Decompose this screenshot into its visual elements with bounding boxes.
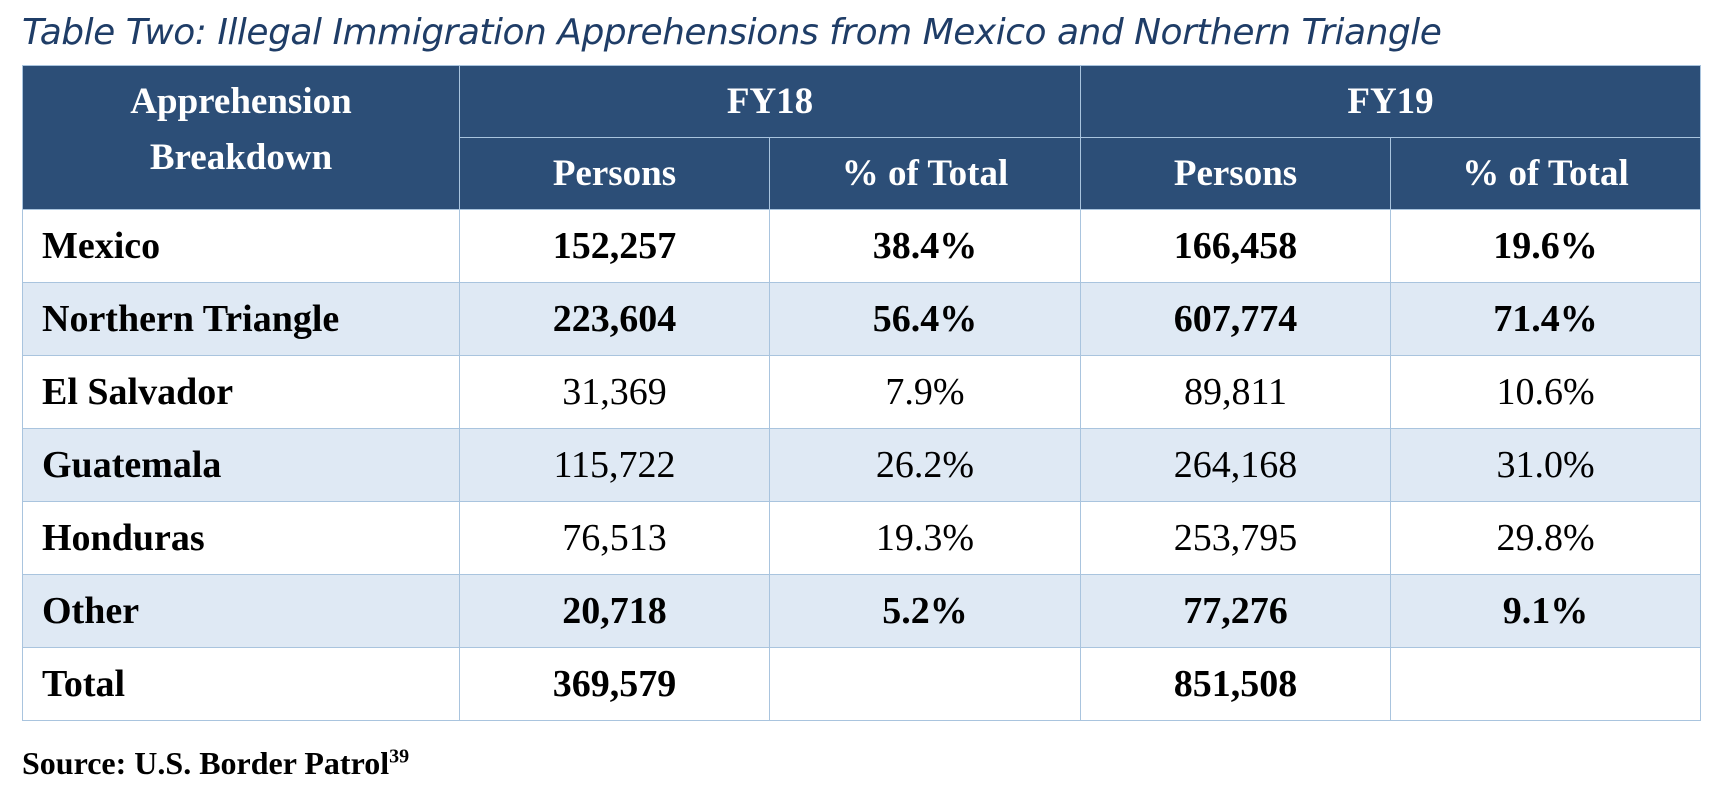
cell-fy19-persons: 166,458 — [1080, 209, 1392, 283]
cell-fy19-percent: 9.1% — [1390, 574, 1702, 648]
cell-fy19-percent: 10.6% — [1390, 355, 1702, 429]
cell-fy19-persons: 851,508 — [1080, 647, 1392, 721]
row-label: Other — [22, 574, 460, 648]
subheader-fy19-persons: Persons — [1080, 137, 1392, 210]
subheader-fy18-persons: Persons — [459, 137, 770, 210]
table-row-northern-triangle: Northern Triangle 223,604 56.4% 607,774 … — [22, 282, 1702, 356]
cell-fy19-persons: 89,811 — [1080, 355, 1392, 429]
cell-fy18-percent: 7.9% — [768, 355, 1082, 429]
cell-fy19-persons: 253,795 — [1080, 501, 1392, 575]
cell-fy19-persons: 77,276 — [1080, 574, 1392, 648]
row-label: El Salvador — [22, 355, 460, 429]
cell-fy19-persons: 264,168 — [1080, 428, 1392, 502]
table-row-total: Total 369,579 851,508 — [22, 647, 1702, 721]
cell-fy18-persons: 76,513 — [459, 501, 770, 575]
cell-fy18-percent: 56.4% — [768, 282, 1082, 356]
row-label: Northern Triangle — [22, 282, 460, 356]
table-row-mexico: Mexico 152,257 38.4% 166,458 19.6% — [22, 209, 1702, 283]
cell-fy18-percent — [768, 647, 1082, 721]
source-text: Source: U.S. Border Patrol — [22, 745, 390, 781]
header-group-fy19: FY19 — [1080, 65, 1702, 138]
cell-fy19-percent — [1390, 647, 1702, 721]
cell-fy19-persons: 607,774 — [1080, 282, 1392, 356]
cell-fy18-persons: 115,722 — [459, 428, 770, 502]
cell-fy18-persons: 31,369 — [459, 355, 770, 429]
row-label: Honduras — [22, 501, 460, 575]
header-apprehension-breakdown: Apprehension Breakdown — [22, 65, 460, 210]
table-row-honduras: Honduras 76,513 19.3% 253,795 29.8% — [22, 501, 1702, 575]
table-caption: Table Two: Illegal Immigration Apprehens… — [22, 12, 1442, 53]
row-label: Total — [22, 647, 460, 721]
cell-fy18-percent: 19.3% — [768, 501, 1082, 575]
cell-fy18-persons: 369,579 — [459, 647, 770, 721]
source-note: Source: U.S. Border Patrol39 — [22, 745, 409, 782]
cell-fy18-percent: 38.4% — [768, 209, 1082, 283]
cell-fy19-percent: 19.6% — [1390, 209, 1702, 283]
apprehensions-table: Apprehension Breakdown FY18 FY19 Persons … — [22, 65, 1702, 721]
table-row-guatemala: Guatemala 115,722 26.2% 264,168 31.0% — [22, 428, 1702, 502]
cell-fy18-persons: 223,604 — [459, 282, 770, 356]
row-label: Mexico — [22, 209, 460, 283]
header-group-fy18: FY18 — [458, 65, 1082, 138]
cell-fy18-percent: 26.2% — [768, 428, 1082, 502]
cell-fy19-percent: 29.8% — [1390, 501, 1702, 575]
cell-fy19-percent: 71.4% — [1390, 282, 1702, 356]
cell-fy18-persons: 20,718 — [459, 574, 770, 648]
cell-fy18-percent: 5.2% — [768, 574, 1082, 648]
subheader-fy19-percent: % of Total — [1390, 137, 1702, 210]
subheader-fy18-percent: % of Total — [768, 137, 1082, 210]
corner-header-line1: Apprehension — [130, 81, 352, 122]
row-label: Guatemala — [22, 428, 460, 502]
corner-header-line2: Breakdown — [149, 137, 333, 178]
table-row-other: Other 20,718 5.2% 77,276 9.1% — [22, 574, 1702, 648]
footnote-marker: 39 — [389, 745, 410, 768]
cell-fy18-persons: 152,257 — [459, 209, 770, 283]
table-row-el-salvador: El Salvador 31,369 7.9% 89,811 10.6% — [22, 355, 1702, 429]
cell-fy19-percent: 31.0% — [1390, 428, 1702, 502]
